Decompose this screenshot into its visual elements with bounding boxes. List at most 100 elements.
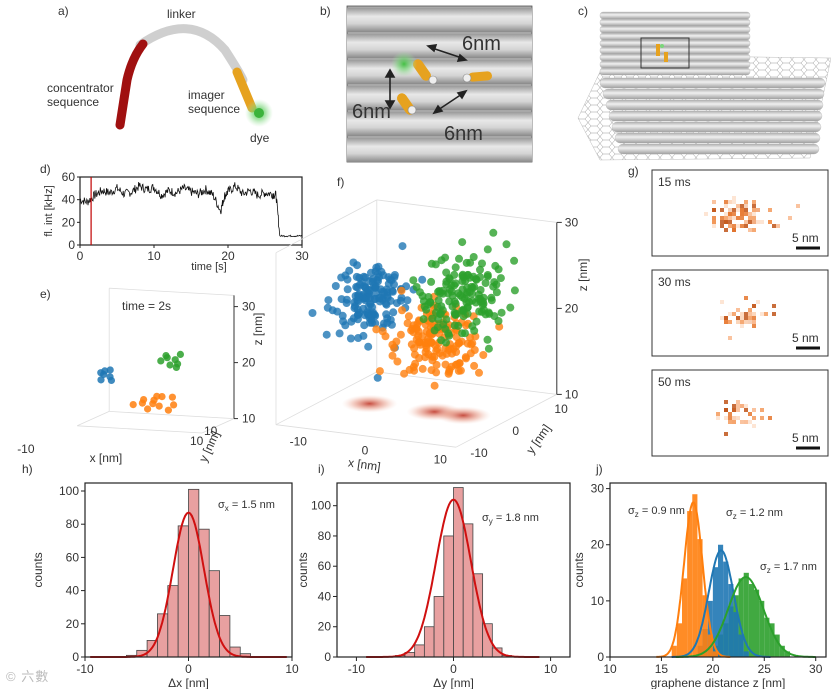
density-pixel — [760, 312, 764, 316]
helix-rod — [614, 132, 821, 144]
scatter-point — [496, 274, 505, 283]
y-tick-label: 0 — [597, 650, 604, 664]
density-pixel — [744, 224, 748, 228]
scatter-point — [450, 297, 459, 306]
density-pixel — [752, 316, 756, 320]
density-pixel — [768, 208, 772, 212]
density-pixel — [724, 432, 728, 436]
scatter-point — [427, 338, 436, 347]
density-pixel — [724, 228, 728, 232]
density-pixel — [716, 416, 720, 420]
scatter-point — [412, 283, 421, 291]
scatter-point — [469, 253, 478, 261]
scatter-point — [140, 396, 148, 404]
histogram-bar — [769, 623, 775, 657]
density-pixel — [748, 220, 752, 224]
helix-rod — [599, 25, 751, 34]
scatter-point — [375, 367, 384, 376]
density-pixel — [752, 220, 756, 224]
helix-rod — [599, 60, 751, 69]
scatter-point — [433, 345, 442, 353]
density-pixel — [740, 320, 744, 324]
scatter-point — [447, 362, 456, 371]
floor-density — [341, 394, 398, 413]
density-pixel — [764, 312, 768, 316]
scatter-point — [418, 364, 427, 373]
axis-line — [109, 411, 235, 419]
histogram-bar — [712, 567, 718, 657]
density-pixel — [748, 228, 752, 232]
axis-line — [77, 411, 110, 427]
y-axis-label: fl. int [kHz] — [43, 185, 55, 236]
z-tick-label: 20 — [242, 356, 256, 370]
density-pixel — [748, 412, 752, 416]
density-pixel — [752, 304, 756, 308]
density-pixel — [748, 216, 752, 220]
scatter-point — [364, 302, 373, 311]
scatter-point — [350, 304, 359, 313]
scatter-point — [458, 238, 467, 247]
density-pixel — [732, 224, 736, 228]
scatter-point — [481, 279, 490, 287]
density-pixel — [748, 420, 752, 424]
scatter-point — [166, 361, 174, 369]
density-pixel — [768, 220, 772, 224]
scatter-point — [164, 406, 172, 414]
density-pixel — [752, 200, 756, 204]
scatter-point — [450, 321, 459, 330]
intensity-trace-chart: 0 10 20 30 0 20 40 60 time [s] fl. int [kHz] — [43, 170, 309, 273]
y-tick-label: 40 — [66, 584, 80, 598]
scatter-point — [474, 290, 483, 299]
density-pixel — [712, 200, 716, 204]
helix-rod — [599, 32, 751, 41]
histogram-bar — [167, 585, 179, 658]
scatter-point — [447, 287, 456, 296]
y-tick-label: 0 — [68, 238, 75, 252]
scatter-point — [343, 285, 352, 294]
density-pixel — [720, 216, 724, 220]
scatter-point — [506, 303, 515, 312]
scatter-point — [371, 267, 380, 276]
scatter-point — [308, 309, 317, 317]
scatter-point — [492, 288, 501, 297]
density-pixel — [740, 208, 744, 212]
histogram-bar — [723, 561, 729, 657]
density-pixel — [728, 412, 732, 416]
density-pixel — [756, 208, 760, 212]
helix-rod — [599, 18, 751, 27]
scatter-point — [434, 287, 443, 296]
x-tick-label: 30 — [809, 662, 823, 676]
scatter-point — [421, 338, 429, 347]
scatter-point — [465, 297, 473, 306]
z-tick-label: 10 — [565, 387, 579, 401]
density-pixel — [736, 404, 740, 408]
density-pixel — [744, 220, 748, 224]
x-tick-label: 10 — [147, 249, 161, 263]
axis-line — [201, 418, 235, 434]
density-pixel — [732, 404, 736, 408]
density-pixel — [728, 312, 732, 316]
y-tick-label: 40 — [62, 193, 76, 207]
scatter-point — [364, 286, 373, 294]
density-pixel — [732, 408, 736, 412]
scatter-point — [337, 295, 346, 304]
density-pixel — [796, 204, 800, 208]
density-pixel — [736, 308, 740, 312]
imager-strand — [232, 67, 257, 113]
scatter-point — [341, 271, 350, 280]
scatter-point — [346, 334, 355, 343]
frame-time-label: 15 ms — [658, 175, 691, 189]
scatter-point — [475, 368, 483, 377]
density-pixel — [732, 228, 736, 232]
dye-core — [254, 108, 264, 118]
x-tick-label: -10 — [17, 442, 35, 456]
y-tick-label: 20 — [66, 617, 80, 631]
x-tick-label: 20 — [221, 249, 235, 263]
scatter-point — [390, 271, 399, 279]
scatter-point — [323, 303, 332, 312]
helix-rod — [347, 138, 532, 162]
x-tick-label: 20 — [706, 662, 720, 676]
density-pixel — [776, 224, 780, 228]
scatter-point — [441, 325, 450, 334]
